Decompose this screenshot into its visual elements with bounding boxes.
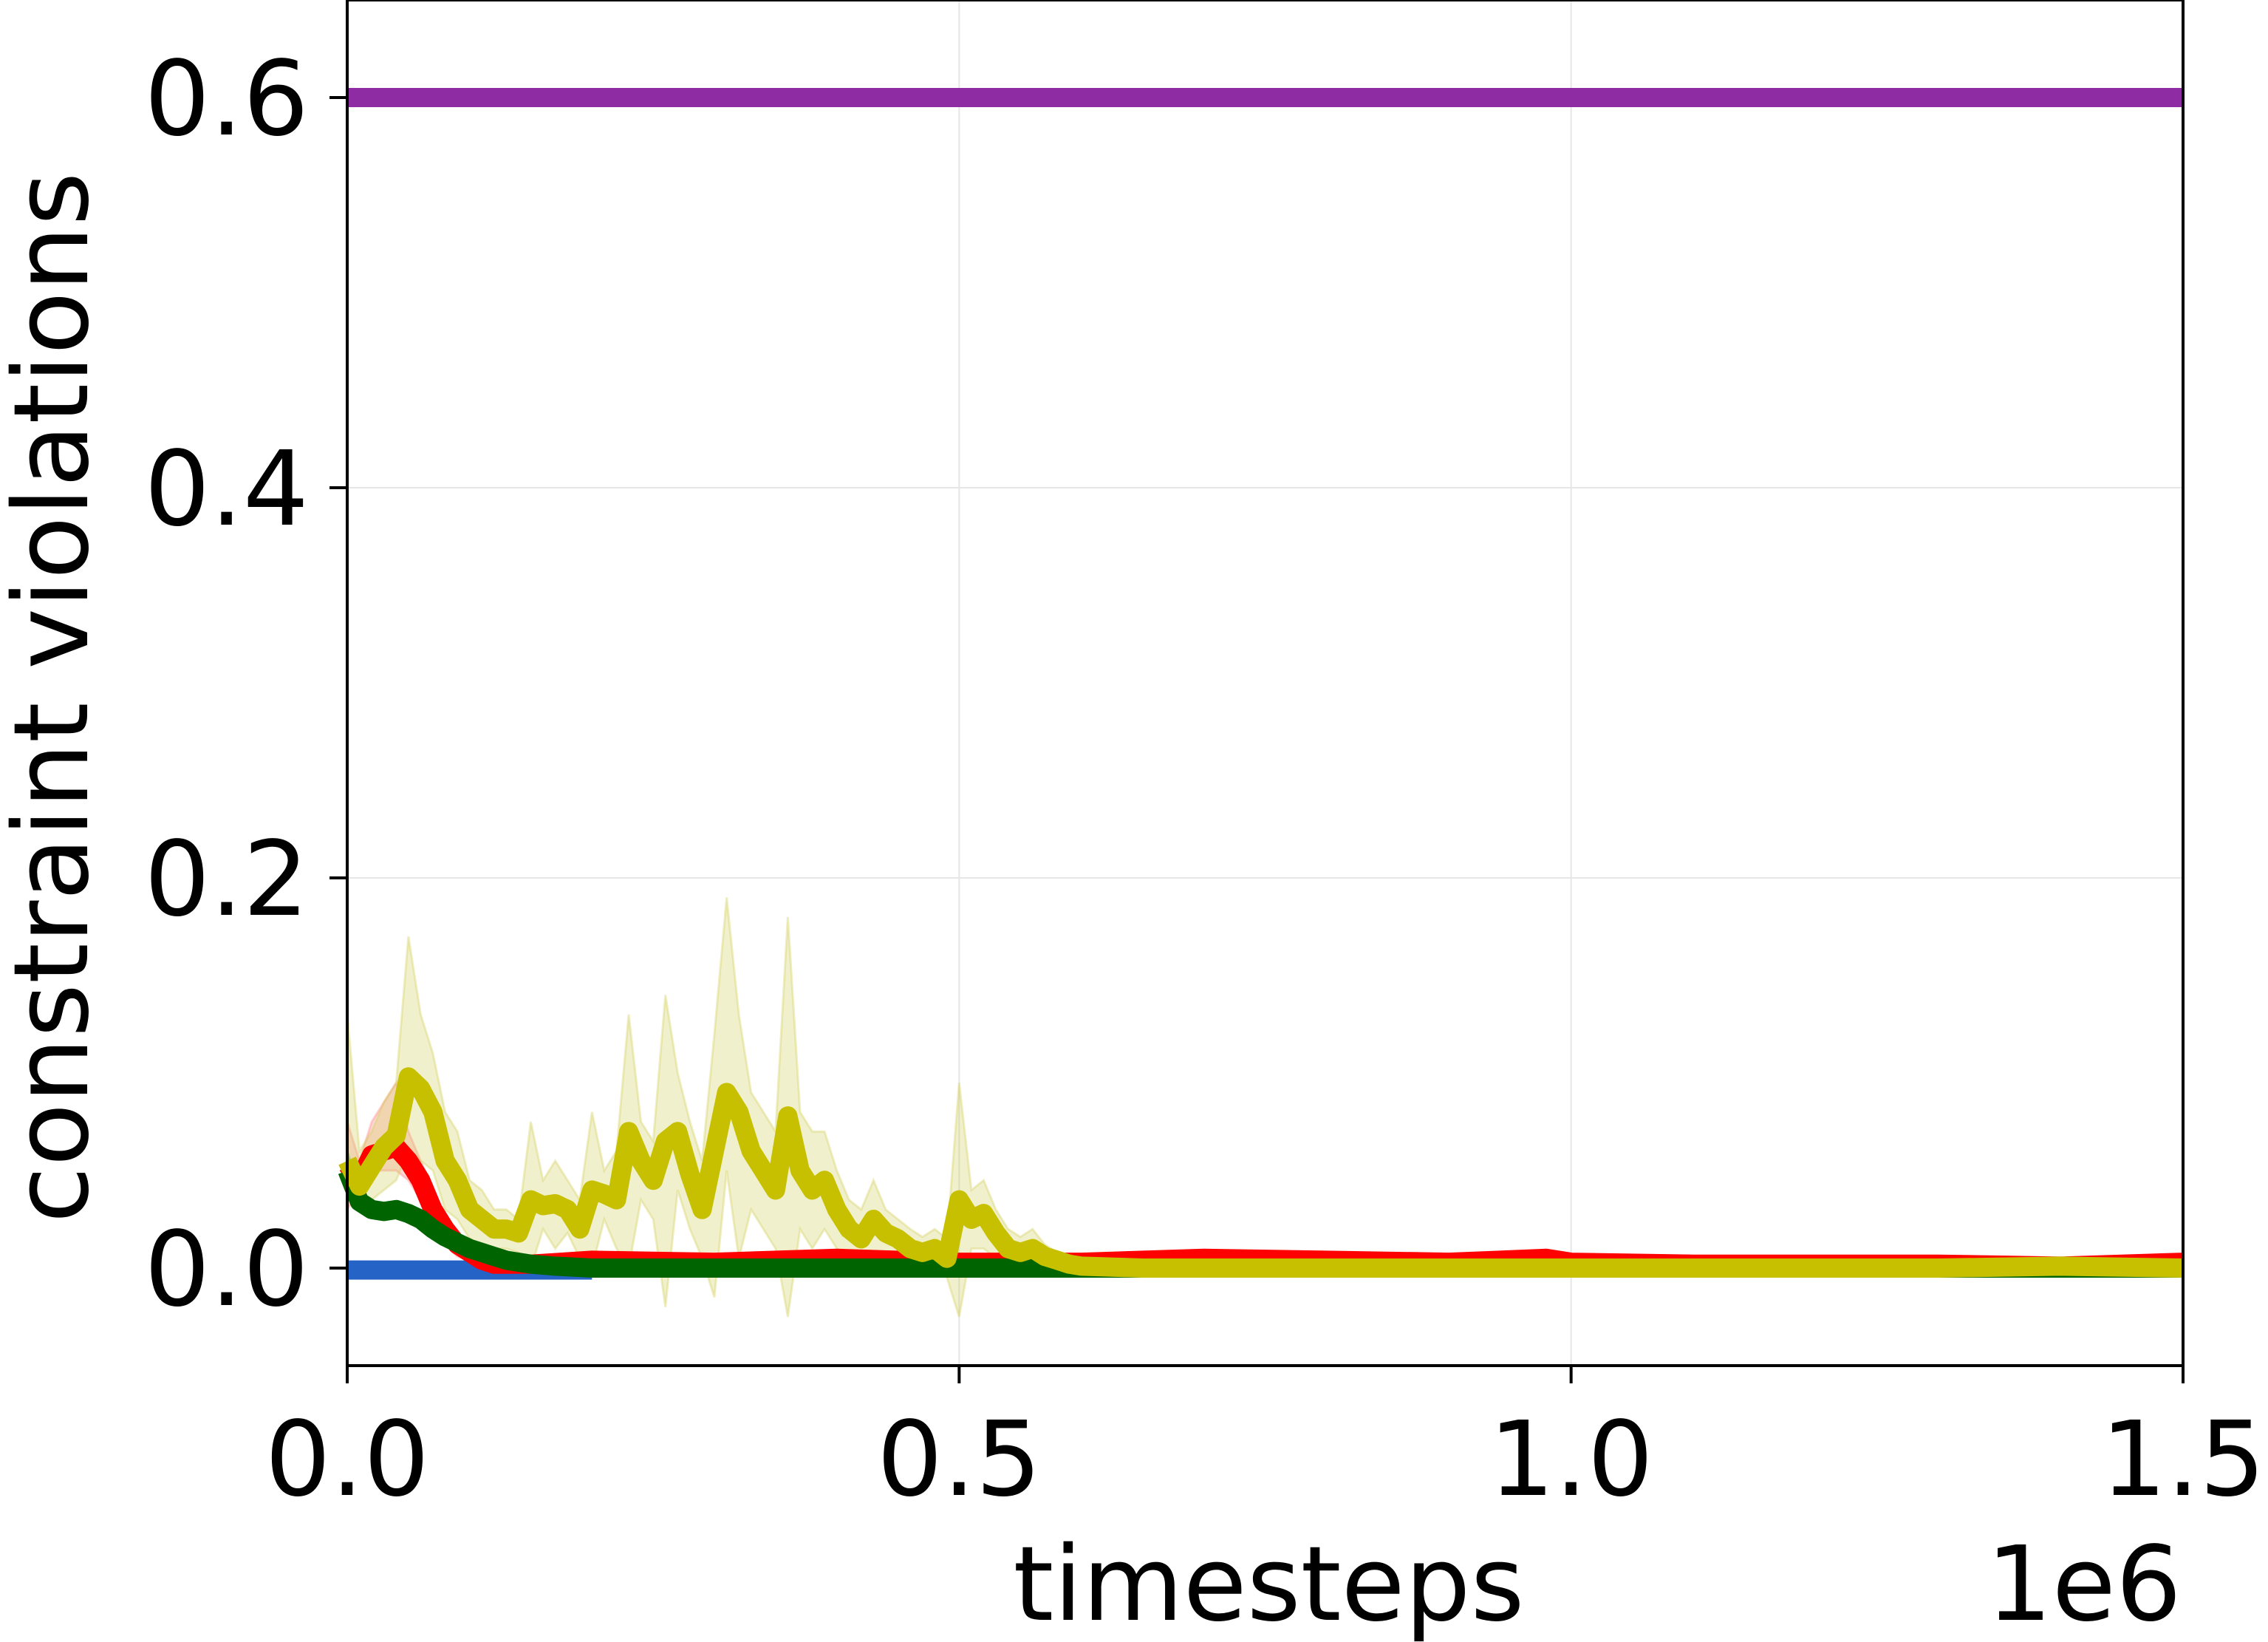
y-tick-label: 0.2: [144, 820, 309, 940]
series-line-4: [338, 1067, 2184, 1278]
x-tick-label: 0.5: [877, 1400, 1042, 1520]
x-axis-offset-label: 1e6: [1987, 1525, 2182, 1642]
plot-frame: [346, 0, 2185, 1367]
axis-ticks: 0.0 0.5 1.0 1.5 0.0 0.2 0.4 0.6: [144, 39, 2265, 1520]
series-lines: [338, 88, 2184, 1280]
y-tick-label: 0.4: [144, 429, 309, 550]
y-axis-label: constraint violations: [0, 172, 112, 1224]
x-tick-label: 1.5: [2101, 1400, 2266, 1520]
x-tick-label: 0.0: [265, 1400, 430, 1520]
x-tick-label: 1.0: [1489, 1400, 1653, 1520]
y-tick-label: 0.0: [144, 1210, 309, 1330]
x-axis-label: timesteps: [1013, 1525, 1524, 1642]
y-tick-label: 0.6: [144, 39, 309, 160]
